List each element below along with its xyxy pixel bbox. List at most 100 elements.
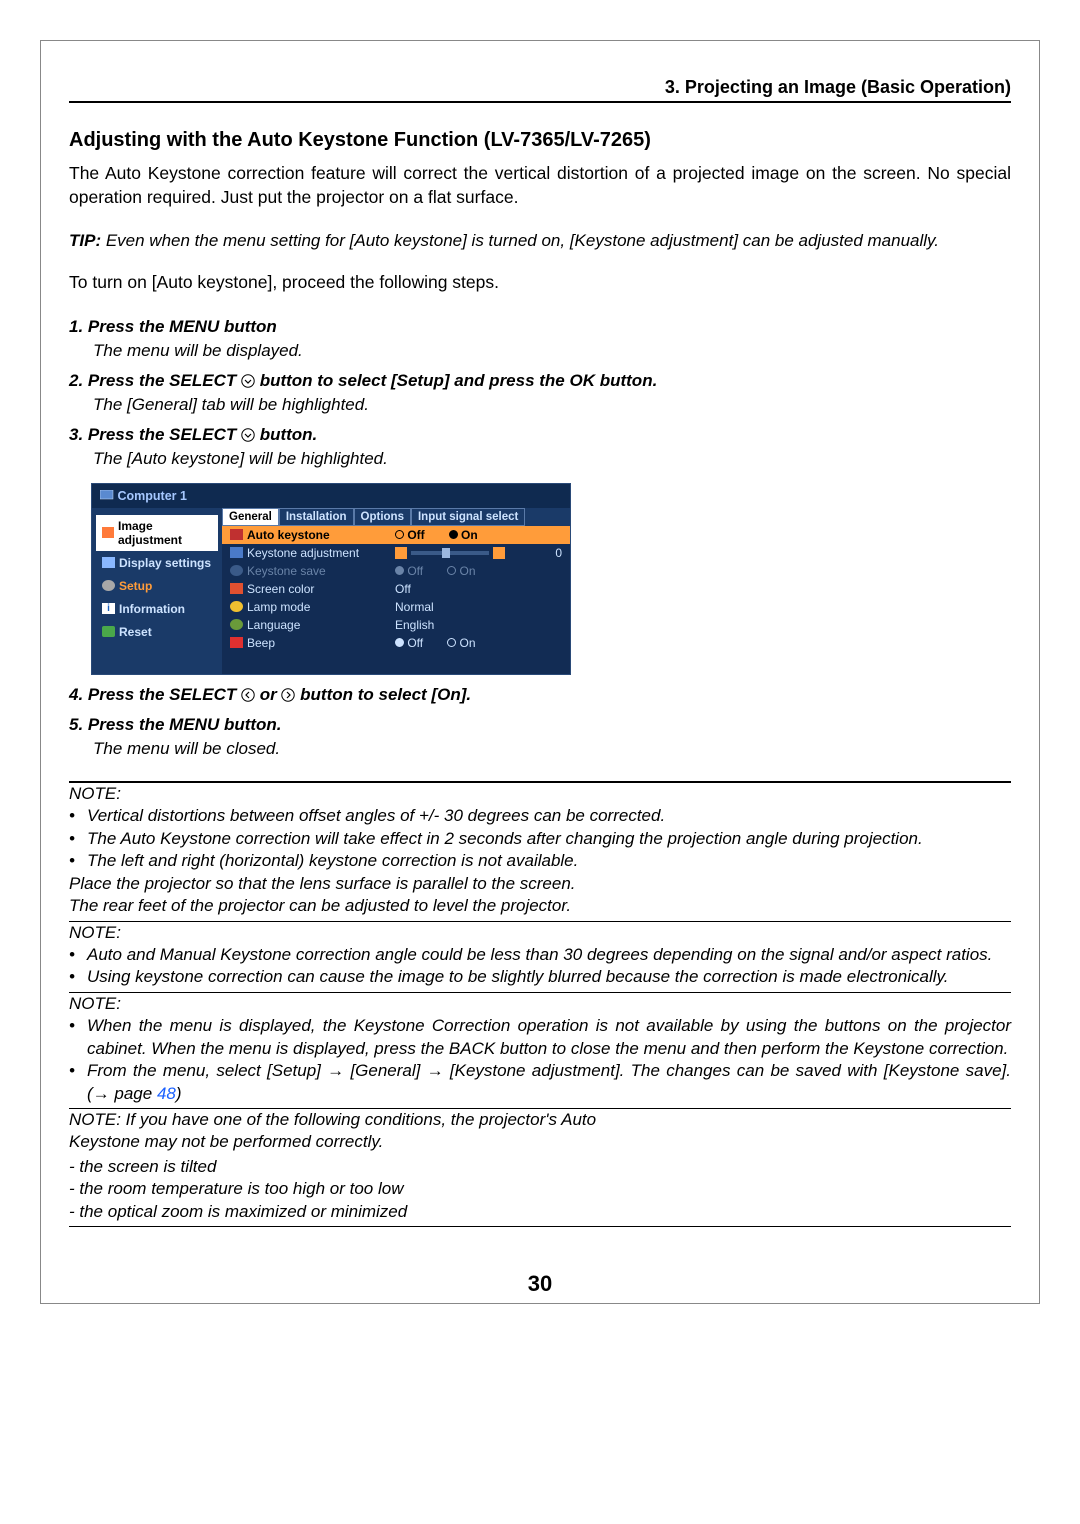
note-line: Keystone may not be performed correctly. — [69, 1131, 1011, 1153]
page-link[interactable]: 48 — [157, 1084, 176, 1103]
note-bullet: The left and right (horizontal) keystone… — [87, 850, 1011, 872]
note-2: NOTE: •Auto and Manual Keystone correcti… — [69, 922, 1011, 989]
radio-on-icon — [447, 566, 456, 575]
step-3-label: 3. Press the SELECT button. — [69, 425, 1011, 445]
opt-on: On — [459, 564, 475, 578]
step-4-b: or — [260, 685, 282, 704]
step-5-label: 5. Press the MENU button. — [69, 715, 1011, 735]
step-3-sub: The [Auto keystone] will be highlighted. — [93, 449, 1011, 469]
gear-icon — [102, 580, 115, 591]
step-3-pre: 3. Press the SELECT — [69, 425, 241, 444]
row-label: Beep — [247, 636, 275, 650]
osd-sidebar: Image adjustment Display settings Setup … — [92, 508, 222, 674]
row-language[interactable]: Language English — [222, 616, 570, 634]
right-nav-icon — [281, 688, 295, 702]
screen-color-icon — [230, 583, 243, 594]
osd-tabs: General Installation Options Input signa… — [222, 508, 570, 526]
tab-general[interactable]: General — [222, 508, 279, 526]
tip-label: TIP: — [69, 231, 101, 250]
sidebar-item-display-settings[interactable]: Display settings — [96, 552, 218, 574]
note-text: From the menu, select [Setup] → [General… — [87, 1061, 1011, 1102]
sidebar-item-setup[interactable]: Setup — [96, 575, 218, 597]
row-label: Auto keystone — [247, 528, 330, 542]
row-beep[interactable]: Beep Off On — [222, 634, 570, 660]
opt-off: Off — [407, 528, 424, 542]
note-label: NOTE: — [69, 993, 1011, 1015]
row-keystone-save: Keystone save Off On — [222, 562, 570, 580]
lead-in: To turn on [Auto keystone], proceed the … — [69, 271, 1011, 295]
note-text: ) — [176, 1084, 182, 1103]
monitor-icon — [100, 490, 114, 501]
intro-paragraph: The Auto Keystone correction feature wil… — [69, 162, 1011, 209]
down-nav-icon — [241, 428, 255, 442]
page-container: 3. Projecting an Image (Basic Operation)… — [40, 40, 1040, 1304]
adj-icon — [230, 547, 243, 558]
row-value: English — [395, 618, 434, 632]
note-line: The rear feet of the projector can be ad… — [69, 895, 1011, 917]
row-keystone-adjustment[interactable]: Keystone adjustment 0 — [222, 544, 570, 562]
tab-options[interactable]: Options — [354, 508, 411, 526]
tab-input-signal[interactable]: Input signal select — [411, 508, 525, 526]
row-screen-color[interactable]: Screen color Off — [222, 580, 570, 598]
note-bullet: Using keystone correction can cause the … — [87, 966, 1011, 988]
step-1-sub: The menu will be displayed. — [93, 341, 1011, 361]
slider-value: 0 — [555, 546, 562, 560]
step-4-label: 4. Press the SELECT or button to select … — [69, 685, 1011, 705]
note-bullet: Vertical distortions between offset angl… — [87, 805, 1011, 827]
osd-body: Image adjustment Display settings Setup … — [92, 508, 570, 674]
note-bullet: From the menu, select [Setup] → [General… — [87, 1060, 1011, 1105]
row-auto-keystone[interactable]: Auto keystone Off On — [222, 526, 570, 544]
step-4-a: 4. Press the SELECT — [69, 685, 241, 704]
note-bullet: The Auto Keystone correction will take e… — [87, 828, 1011, 850]
note-4-list: - the screen is tilted - the room temper… — [69, 1156, 1011, 1223]
sidebar-label: Information — [119, 602, 185, 616]
osd-menu: Computer 1 Image adjustment Display sett… — [91, 483, 571, 675]
sidebar-item-information[interactable]: i Information — [96, 598, 218, 620]
slider-left-icon — [395, 547, 407, 559]
keystone-icon — [230, 529, 243, 540]
steps-list: 1. Press the MENU button The menu will b… — [69, 317, 1011, 469]
step-2-pre: 2. Press the SELECT — [69, 371, 241, 390]
sidebar-item-image-adjustment[interactable]: Image adjustment — [96, 515, 218, 551]
keystone-slider[interactable] — [395, 547, 505, 559]
page-number: 30 — [69, 1271, 1011, 1297]
osd-title-text: Computer 1 — [117, 489, 186, 503]
sidebar-label: Display settings — [119, 556, 211, 570]
radio-off-icon — [395, 638, 404, 647]
sidebar-label: Image adjustment — [118, 519, 212, 547]
info-icon: i — [102, 603, 115, 614]
section-title: 3. Projecting an Image (Basic Operation) — [665, 77, 1011, 97]
row-label: Screen color — [247, 582, 314, 596]
language-icon — [230, 619, 243, 630]
step-5-sub: The menu will be closed. — [93, 739, 1011, 759]
note-label: NOTE: — [69, 783, 1011, 805]
sidebar-label: Setup — [119, 579, 152, 593]
lamp-icon — [230, 601, 243, 612]
row-label: Lamp mode — [247, 600, 310, 614]
note-list-item: - the screen is tilted — [69, 1156, 1011, 1178]
note-3: NOTE: •When the menu is displayed, the K… — [69, 993, 1011, 1105]
note-list-item: - the room temperature is too high or to… — [69, 1178, 1011, 1200]
step-2-sub: The [General] tab will be highlighted. — [93, 395, 1011, 415]
step-3-post: button. — [260, 425, 318, 444]
radio-off-icon — [395, 530, 404, 539]
note-4: NOTE: If you have one of the following c… — [69, 1109, 1011, 1223]
page-title: Adjusting with the Auto Keystone Functio… — [69, 129, 1011, 152]
sidebar-item-reset[interactable]: Reset — [96, 621, 218, 643]
step-4-c: button to select [On]. — [300, 685, 471, 704]
radio-off-icon — [395, 566, 404, 575]
opt-on: On — [461, 528, 478, 542]
menu-screenshot: Computer 1 Image adjustment Display sett… — [91, 483, 1011, 675]
slider-right-icon — [493, 547, 505, 559]
note-line: Place the projector so that the lens sur… — [69, 873, 1011, 895]
note-bullet: When the menu is displayed, the Keystone… — [87, 1015, 1011, 1060]
tab-installation[interactable]: Installation — [279, 508, 354, 526]
note-list-item: - the optical zoom is maximized or minim… — [69, 1201, 1011, 1223]
tip-line: TIP: Even when the menu setting for [Aut… — [69, 231, 1011, 251]
row-value: Normal — [395, 600, 434, 614]
row-lamp-mode[interactable]: Lamp mode Normal — [222, 598, 570, 616]
osd-title: Computer 1 — [92, 484, 570, 508]
osd-main: General Installation Options Input signa… — [222, 508, 570, 674]
note-line: NOTE: If you have one of the following c… — [69, 1109, 1011, 1131]
step-1-label: 1. Press the MENU button — [69, 317, 1011, 337]
